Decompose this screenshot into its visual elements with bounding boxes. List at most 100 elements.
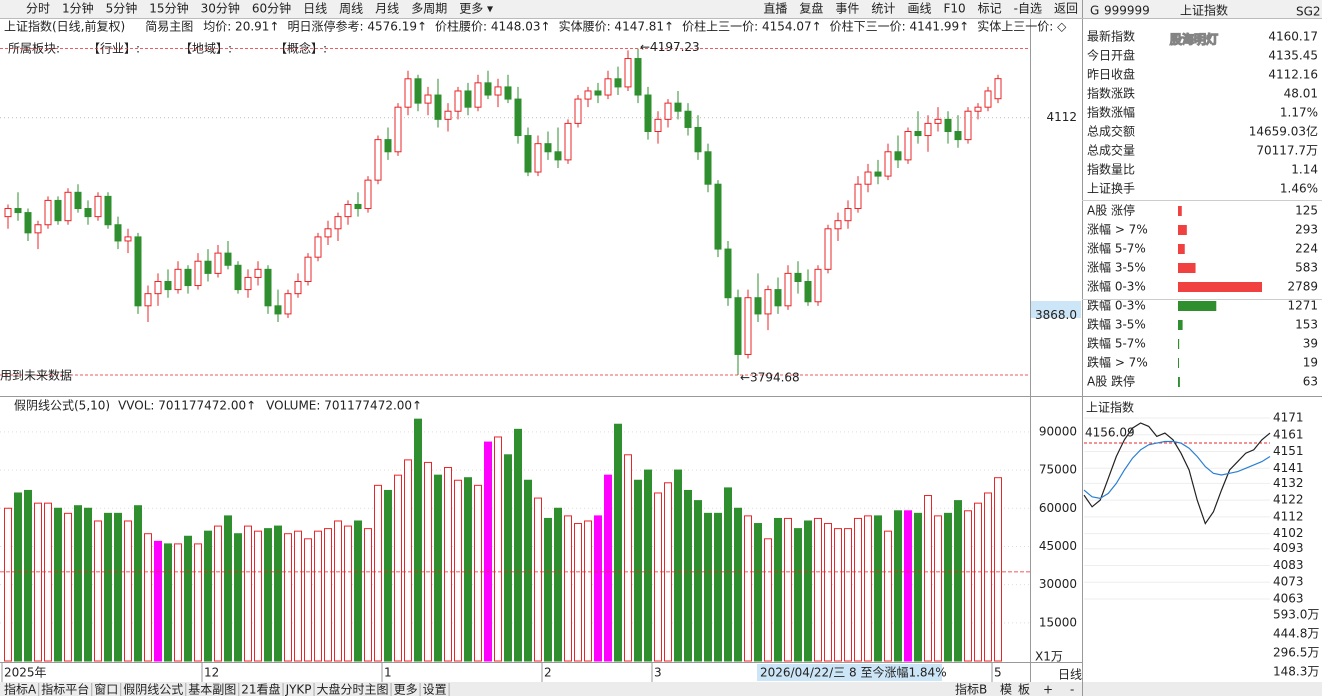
- volume-bar: [464, 477, 472, 662]
- candle-body: [834, 220, 842, 230]
- quote-label: 总成交额: [1087, 124, 1135, 139]
- volume-bar: [484, 441, 492, 662]
- toolbar-button[interactable]: 30分钟: [201, 1, 240, 16]
- candle-body: [404, 78, 412, 108]
- toolbar-button[interactable]: 周线: [339, 2, 363, 16]
- candle-body: [544, 143, 552, 153]
- volume-bar: [134, 505, 142, 662]
- volume-bar: [164, 543, 172, 662]
- mini-y-tick: 4171: [1273, 411, 1304, 425]
- candle-body: [804, 280, 812, 303]
- breadth-bar: [1178, 225, 1187, 235]
- status-box: [757, 664, 942, 681]
- status-text: 2026/04/22/三 8 至今涨幅1.84%: [760, 665, 947, 680]
- toolbar-button[interactable]: 画线: [907, 2, 931, 16]
- toolbar-button[interactable]: 标记: [978, 2, 1002, 16]
- toolbar-button[interactable]: -自选: [1014, 2, 1042, 16]
- candle-body: [854, 183, 862, 210]
- toolbar-button[interactable]: 5分钟: [106, 1, 138, 16]
- quote-value: 1.14: [1291, 163, 1318, 177]
- mini-vol-tick: 296.5万: [1273, 645, 1319, 659]
- breadth-count: 293: [1295, 223, 1318, 237]
- candle-body: [604, 78, 612, 96]
- tab[interactable]: -: [1070, 683, 1074, 696]
- extreme-label: ←4197.23: [640, 40, 700, 54]
- candle-body: [654, 118, 662, 133]
- mini-y-tick: 4112: [1273, 509, 1304, 523]
- pane-value: VVOL: 701177472.00↑: [118, 399, 256, 413]
- candle-body: [874, 171, 882, 177]
- x-tick-label: 2: [544, 666, 552, 680]
- volume-bar: [194, 543, 202, 662]
- period-label[interactable]: 日线: [1058, 668, 1082, 682]
- y-tick-label: 75000: [1039, 463, 1077, 477]
- tab[interactable]: 设置: [423, 683, 447, 696]
- toolbar-button[interactable]: 更多 ▾: [459, 2, 493, 16]
- mini-y-tick: 4141: [1273, 461, 1304, 475]
- toolbar-button[interactable]: F10: [943, 2, 965, 16]
- toolbar-button[interactable]: 复盘: [799, 1, 823, 16]
- volume-bar: [964, 510, 972, 662]
- volume-bar: [44, 502, 52, 662]
- toolbar-button[interactable]: 多周期: [411, 2, 447, 16]
- tab[interactable]: 假阴线公式: [123, 683, 183, 696]
- volume-bar: [504, 454, 512, 662]
- candle-body: [144, 293, 152, 307]
- tab[interactable]: 指标B: [955, 682, 987, 696]
- volume-bar: [674, 469, 682, 662]
- indicator-value: 实体腰价: 4147.81↑: [559, 19, 675, 34]
- tab[interactable]: 更多: [394, 683, 418, 696]
- volume-bar: [114, 512, 122, 662]
- mini-y-tick: 4122: [1273, 493, 1304, 507]
- toolbar-button[interactable]: 事件: [835, 2, 859, 16]
- tab[interactable]: 指标平台: [41, 682, 89, 696]
- tab[interactable]: +: [1043, 683, 1053, 696]
- toolbar-button[interactable]: 15分钟: [149, 1, 188, 16]
- tab[interactable]: 模: [1000, 683, 1012, 696]
- candle-body: [784, 272, 792, 307]
- sector-label: 【概念】:: [275, 41, 327, 56]
- y-tick-label: 15000: [1039, 615, 1077, 629]
- volume-bar: [524, 479, 532, 662]
- volume-bar: [34, 502, 42, 662]
- tab[interactable]: 基本副图: [188, 683, 236, 696]
- future-note: 用到未来数据: [0, 367, 72, 382]
- toolbar-button[interactable]: 统计: [871, 2, 895, 16]
- toolbar-button[interactable]: 1分钟: [62, 1, 94, 16]
- volume-bar: [454, 479, 462, 662]
- toolbar-button[interactable]: 月线: [375, 2, 399, 16]
- indicator-value: 明日涨停参考: 4576.19↑: [287, 19, 427, 34]
- stock-name: 上证指数: [1180, 3, 1228, 18]
- tab[interactable]: 21看盘: [241, 682, 280, 696]
- stock-tag: SG2: [1296, 5, 1321, 19]
- volume-bar: [634, 479, 642, 662]
- toolbar-button[interactable]: 直播: [763, 2, 787, 16]
- candle-body: [154, 280, 162, 295]
- candle-body: [774, 289, 782, 307]
- candle-body: [224, 252, 232, 266]
- tab[interactable]: JYKP: [285, 683, 312, 696]
- mini-y-tick: 4132: [1273, 476, 1304, 490]
- volume-bar: [214, 525, 222, 662]
- tab[interactable]: 大盘分时主图: [317, 682, 389, 696]
- candle-body: [924, 122, 932, 137]
- tab[interactable]: 指标A: [4, 682, 37, 696]
- y-tick-label: 60000: [1039, 501, 1077, 515]
- volume-bar: [284, 533, 292, 662]
- toolbar-button[interactable]: 日线: [303, 2, 327, 16]
- tab[interactable]: 板: [1018, 683, 1030, 696]
- candle-body: [734, 297, 742, 355]
- toolbar-button[interactable]: 分时: [26, 2, 50, 16]
- quote-label: 今日开盘: [1087, 48, 1135, 63]
- toolbar-button[interactable]: 60分钟: [252, 1, 291, 16]
- candle-body: [914, 131, 922, 137]
- axis-column: [1031, 18, 1082, 662]
- candle-body: [414, 78, 422, 104]
- toolbar-button[interactable]: 返回: [1054, 2, 1078, 16]
- volume-bar: [814, 517, 822, 662]
- volume-bar: [174, 543, 182, 662]
- breadth-count: 1271: [1287, 299, 1318, 313]
- candle-body: [94, 195, 102, 218]
- tab[interactable]: 窗口: [94, 683, 118, 696]
- candle-body: [84, 208, 92, 218]
